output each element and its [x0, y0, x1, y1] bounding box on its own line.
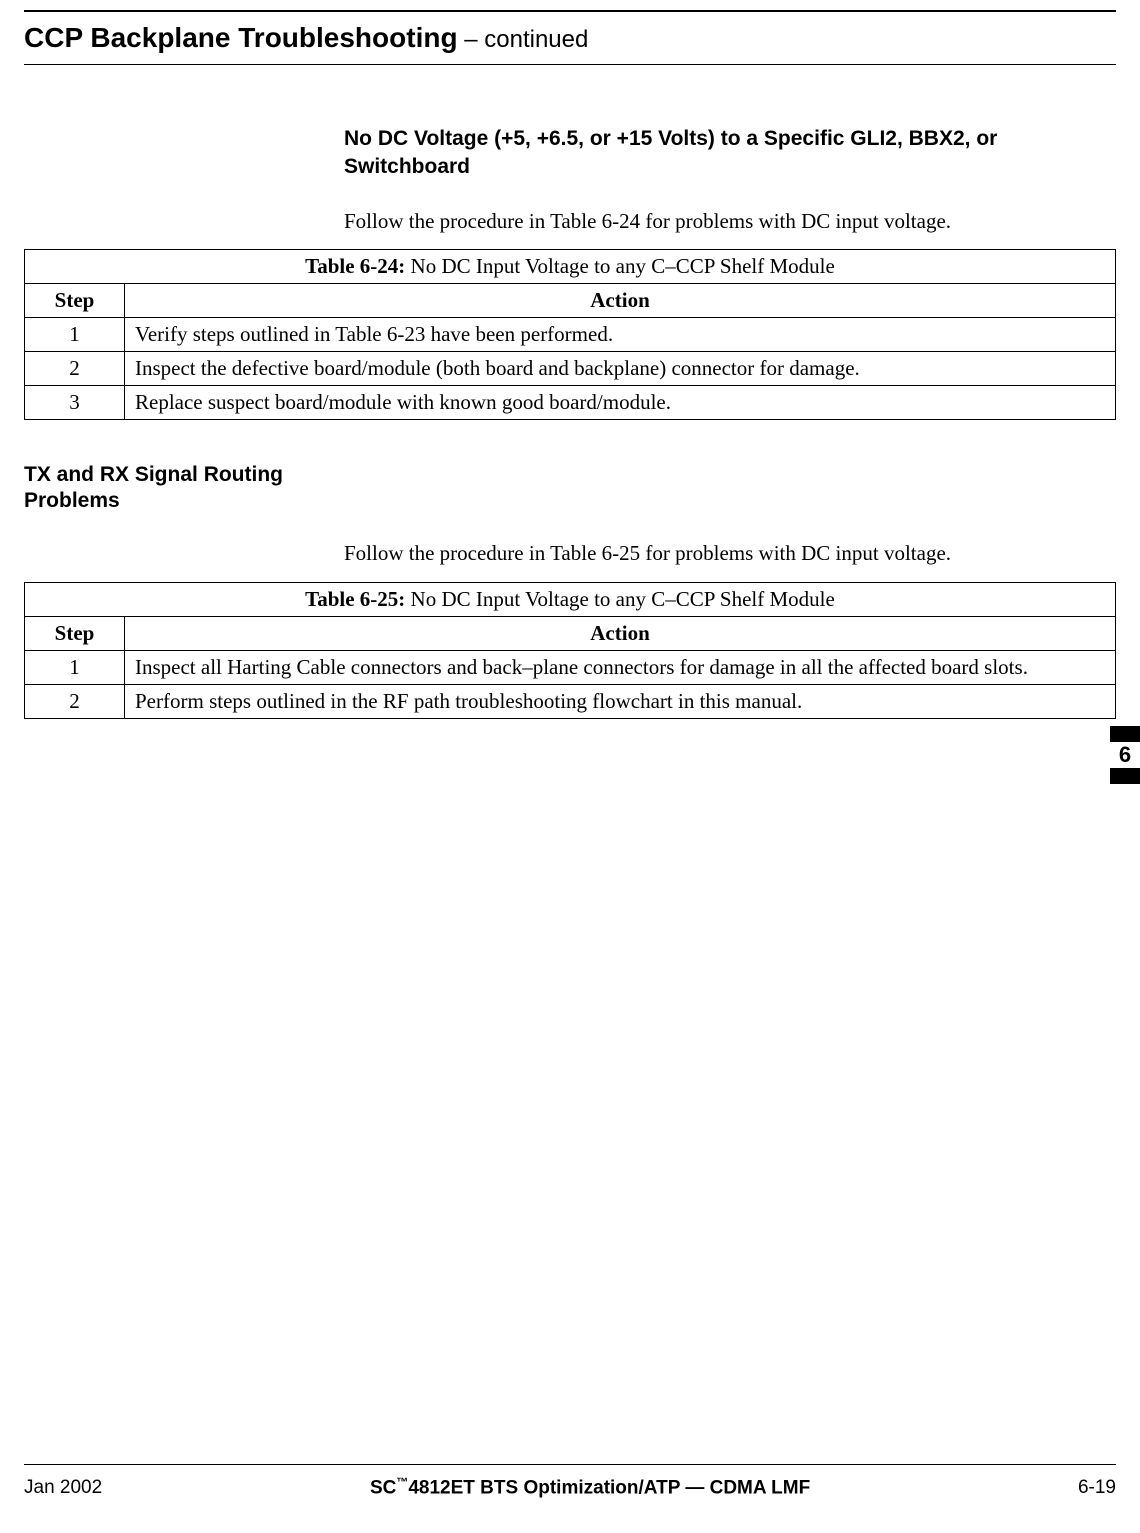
- table-caption-text: No DC Input Voltage to any C–CCP Shelf M…: [405, 254, 835, 278]
- table-row: Table 6-25: No DC Input Voltage to any C…: [25, 582, 1116, 616]
- action-cell: Inspect the defective board/module (both…: [125, 351, 1116, 385]
- thumb-tab: 6: [1110, 726, 1140, 784]
- footer-rule: [24, 1464, 1116, 1465]
- footer-doc-title: SC™4812ET BTS Optimization/ATP — CDMA LM…: [102, 1475, 1078, 1499]
- table-caption: Table 6-25: No DC Input Voltage to any C…: [25, 582, 1116, 616]
- section2-intro: Follow the procedure in Table 6-25 for p…: [344, 540, 1092, 567]
- head-rule: [24, 64, 1116, 65]
- table-row: 2 Perform steps outlined in the RF path …: [25, 684, 1116, 718]
- section1-subtitle: No DC Voltage (+5, +6.5, or +15 Volts) t…: [344, 125, 1016, 182]
- table-caption-text: No DC Input Voltage to any C–CCP Shelf M…: [405, 587, 835, 611]
- footer-title-prefix: SC: [370, 1477, 396, 1498]
- section1-intro: Follow the procedure in Table 6-24 for p…: [344, 208, 1092, 235]
- top-rule: [24, 10, 1116, 12]
- running-head: CCP Backplane Troubleshooting – continue…: [24, 0, 1116, 60]
- footer-row: Jan 2002 SC™4812ET BTS Optimization/ATP …: [24, 1475, 1116, 1499]
- action-cell: Inspect all Harting Cable connectors and…: [125, 650, 1116, 684]
- footer-page-number: 6-19: [1078, 1477, 1116, 1499]
- thumb-tab-bottom-block: [1110, 768, 1140, 784]
- footer-title-rest: 4812ET BTS Optimization/ATP — CDMA LMF: [408, 1477, 810, 1498]
- table-row: Table 6-24: No DC Input Voltage to any C…: [25, 249, 1116, 283]
- page-footer: Jan 2002 SC™4812ET BTS Optimization/ATP …: [24, 1464, 1116, 1499]
- table-row: Step Action: [25, 283, 1116, 317]
- step-cell: 2: [25, 351, 125, 385]
- running-head-main: CCP Backplane Troubleshooting: [24, 22, 458, 53]
- trademark-icon: ™: [396, 1475, 408, 1489]
- action-cell: Perform steps outlined in the RF path tr…: [125, 684, 1116, 718]
- action-cell: Replace suspect board/module with known …: [125, 385, 1116, 419]
- table-row: 1 Inspect all Harting Cable connectors a…: [25, 650, 1116, 684]
- table-6-24: Table 6-24: No DC Input Voltage to any C…: [24, 249, 1116, 420]
- col-header-step: Step: [25, 283, 125, 317]
- col-header-step: Step: [25, 616, 125, 650]
- action-cell: Verify steps outlined in Table 6-23 have…: [125, 317, 1116, 351]
- running-head-continued: – continued: [458, 26, 589, 53]
- col-header-action: Action: [125, 283, 1116, 317]
- table-label: Table 6-25:: [305, 587, 405, 611]
- table-row: 1 Verify steps outlined in Table 6-23 ha…: [25, 317, 1116, 351]
- table-label: Table 6-24:: [305, 254, 405, 278]
- thumb-tab-number: 6: [1110, 742, 1140, 768]
- section2-side-heading: TX and RX Signal Routing Problems: [24, 462, 324, 515]
- step-cell: 1: [25, 317, 125, 351]
- table-row: Step Action: [25, 616, 1116, 650]
- table-caption: Table 6-24: No DC Input Voltage to any C…: [25, 249, 1116, 283]
- table-row: 3 Replace suspect board/module with know…: [25, 385, 1116, 419]
- footer-date: Jan 2002: [24, 1477, 102, 1499]
- step-cell: 1: [25, 650, 125, 684]
- table-row: 2 Inspect the defective board/module (bo…: [25, 351, 1116, 385]
- step-cell: 2: [25, 684, 125, 718]
- step-cell: 3: [25, 385, 125, 419]
- col-header-action: Action: [125, 616, 1116, 650]
- thumb-tab-top-block: [1110, 726, 1140, 742]
- table-6-25: Table 6-25: No DC Input Voltage to any C…: [24, 582, 1116, 719]
